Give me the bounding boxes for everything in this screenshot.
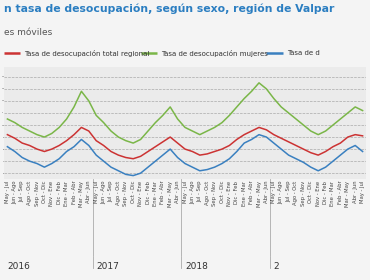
Text: Tasa de d: Tasa de d [287, 50, 320, 56]
Text: 2017: 2017 [96, 262, 119, 271]
Text: Ago - Oct: Ago - Oct [116, 181, 121, 205]
Text: Nov - Ene: Nov - Ene [316, 181, 321, 206]
Text: Feb - Abr: Feb - Abr [71, 181, 77, 204]
Text: Nov - Ene: Nov - Ene [227, 181, 232, 206]
Text: Oct - Dic: Oct - Dic [219, 181, 225, 203]
Text: Jul - Sep: Jul - Sep [197, 181, 202, 202]
Text: 2018: 2018 [185, 262, 208, 271]
Text: Ago - Oct: Ago - Oct [293, 181, 299, 205]
Text: Jun - Ago: Jun - Ago [12, 181, 17, 204]
Text: Ene - Mar: Ene - Mar [242, 181, 247, 206]
Text: Mar - May: Mar - May [256, 181, 262, 207]
Text: Oct - Dic: Oct - Dic [42, 181, 47, 203]
Text: Jun - Ago: Jun - Ago [279, 181, 284, 204]
Text: Dic - Feb: Dic - Feb [57, 181, 62, 204]
Text: Nov - Ene: Nov - Ene [49, 181, 54, 206]
Text: Oct - Dic: Oct - Dic [131, 181, 136, 203]
Text: es móviles: es móviles [4, 28, 52, 37]
Text: Abr - Jun: Abr - Jun [86, 181, 91, 203]
Text: Tasa de desocupación total regional: Tasa de desocupación total regional [24, 50, 149, 57]
Text: Sep - Nov: Sep - Nov [123, 181, 128, 206]
Text: Feb - Abr: Feb - Abr [249, 181, 254, 204]
Text: Abr - Jun: Abr - Jun [353, 181, 358, 203]
Text: Tasa de desocupación mujeres: Tasa de desocupación mujeres [161, 50, 268, 57]
Text: May - Jul: May - Jul [360, 181, 365, 203]
Text: Feb - Abr: Feb - Abr [160, 181, 165, 204]
Text: Ene - Mar: Ene - Mar [330, 181, 336, 206]
Text: Mar - May: Mar - May [168, 181, 173, 207]
Text: Jun - Ago: Jun - Ago [101, 181, 106, 204]
Text: May - Jul: May - Jul [94, 181, 99, 203]
Text: Mar - May: Mar - May [79, 181, 84, 207]
Text: Ene - Mar: Ene - Mar [64, 181, 69, 206]
Text: Ago - Oct: Ago - Oct [205, 181, 210, 205]
Text: Ene - Mar: Ene - Mar [153, 181, 158, 206]
Text: Sep - Nov: Sep - Nov [301, 181, 306, 206]
Text: Jul - Sep: Jul - Sep [108, 181, 114, 202]
Text: Mar - May: Mar - May [345, 181, 350, 207]
Text: Ago - Oct: Ago - Oct [27, 181, 32, 205]
Text: May - Jul: May - Jul [271, 181, 276, 203]
Text: n tasa de desocupación, según sexo, región de Valpar: n tasa de desocupación, según sexo, regi… [4, 4, 334, 14]
Text: 2016: 2016 [7, 262, 30, 271]
Text: Sep - Nov: Sep - Nov [34, 181, 40, 206]
Text: Feb - Abr: Feb - Abr [338, 181, 343, 204]
Text: 2: 2 [274, 262, 279, 271]
Text: Dic - Feb: Dic - Feb [234, 181, 239, 204]
Text: Dic - Feb: Dic - Feb [323, 181, 328, 204]
Text: Abr - Jun: Abr - Jun [264, 181, 269, 203]
Text: May - Jul: May - Jul [5, 181, 10, 203]
Text: Abr - Jun: Abr - Jun [175, 181, 180, 203]
Text: Jun - Ago: Jun - Ago [190, 181, 195, 204]
Text: May - Jul: May - Jul [182, 181, 188, 203]
Text: Sep - Nov: Sep - Nov [212, 181, 217, 206]
Text: Oct - Dic: Oct - Dic [308, 181, 313, 203]
Text: Nov - Ene: Nov - Ene [138, 181, 143, 206]
Text: Jul - Sep: Jul - Sep [20, 181, 25, 202]
Text: Jul - Sep: Jul - Sep [286, 181, 291, 202]
Text: Dic - Feb: Dic - Feb [145, 181, 151, 204]
